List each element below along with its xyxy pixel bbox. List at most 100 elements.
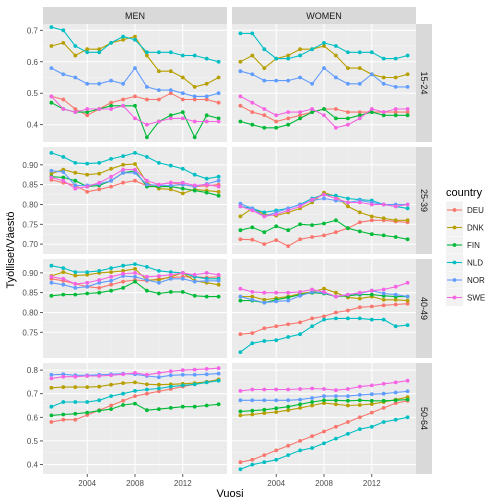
point-deu	[262, 453, 267, 457]
point-swe	[250, 387, 255, 392]
x-tick-label: 2012	[363, 479, 381, 488]
point-nld	[262, 460, 267, 465]
point-fin	[274, 224, 279, 229]
point-nld	[121, 263, 125, 268]
point-swe	[262, 107, 267, 111]
point-deu	[109, 403, 113, 408]
point-dnk	[393, 75, 398, 80]
y-tick-label: 0.80	[22, 200, 38, 209]
point-nor	[109, 278, 113, 283]
point-deu	[274, 119, 279, 124]
point-nor	[49, 372, 54, 377]
x-tick-label: 2012	[174, 479, 192, 488]
point-swe	[73, 186, 78, 191]
point-fin	[73, 178, 78, 183]
point-fin	[310, 223, 314, 228]
point-nor	[250, 398, 255, 403]
point-nld	[73, 161, 78, 165]
point-nor	[334, 394, 338, 398]
point-fin	[109, 103, 113, 108]
point-nld	[97, 398, 102, 403]
point-deu	[334, 310, 338, 315]
legend-label-fin: FIN	[467, 241, 480, 250]
point-fin	[192, 135, 197, 140]
point-swe	[97, 278, 102, 282]
y-tick-label: 0.85	[22, 181, 38, 190]
point-nor	[109, 78, 113, 83]
point-deu	[145, 391, 149, 396]
point-fin	[262, 125, 267, 130]
point-nor	[192, 94, 197, 99]
point-nor	[262, 398, 267, 403]
point-nld	[393, 417, 398, 422]
point-nor	[310, 81, 314, 86]
point-dnk	[381, 75, 386, 80]
y-tick-label: 0.70	[22, 240, 38, 249]
point-dnk	[73, 53, 78, 58]
point-nld	[145, 50, 149, 55]
point-deu	[274, 448, 279, 453]
y-tick-label: 0.6	[27, 413, 39, 422]
point-nld	[238, 350, 243, 354]
point-fin	[393, 235, 398, 239]
y-tick-label: 0.80	[22, 308, 38, 317]
point-swe	[109, 174, 113, 179]
point-nld	[310, 446, 314, 450]
point-swe	[357, 290, 362, 295]
point-nor	[405, 294, 410, 299]
point-fin	[73, 292, 78, 297]
point-swe	[381, 381, 386, 386]
point-nor	[238, 69, 243, 74]
x-tick-label: 2008	[315, 479, 333, 488]
point-fin	[393, 113, 398, 118]
y-tick-label: 0.5	[27, 89, 39, 98]
point-nor	[192, 279, 197, 284]
point-deu	[109, 100, 113, 105]
point-nor	[286, 298, 291, 303]
facet-label-15-24: 15-24	[419, 71, 429, 94]
point-dnk	[180, 191, 185, 196]
point-nld	[322, 317, 326, 322]
point-swe	[157, 274, 161, 278]
point-nld	[381, 420, 386, 424]
point-fin	[310, 110, 314, 114]
legend-label-nor: NOR	[467, 276, 485, 285]
point-dnk	[405, 298, 410, 303]
legend-label-dnk: DNK	[467, 224, 485, 233]
point-dnk	[286, 53, 291, 58]
point-nor	[192, 372, 197, 377]
point-fin	[180, 110, 185, 114]
point-dnk	[73, 170, 78, 175]
point-nld	[157, 161, 161, 165]
legend-key-point	[452, 278, 457, 282]
point-nld	[216, 174, 221, 179]
point-fin	[145, 408, 149, 413]
point-fin	[192, 188, 197, 193]
point-nor	[145, 85, 149, 89]
point-nor	[133, 66, 137, 70]
point-deu	[85, 113, 90, 118]
point-nor	[97, 81, 102, 86]
point-swe	[168, 116, 173, 121]
point-nld	[49, 263, 54, 268]
point-fin	[49, 293, 54, 298]
point-fin	[274, 125, 279, 130]
point-fin	[286, 295, 291, 300]
point-nor	[168, 88, 173, 92]
point-fin	[192, 293, 197, 298]
point-nld	[157, 269, 161, 273]
point-nld	[109, 266, 113, 270]
point-swe	[346, 292, 350, 297]
point-deu	[216, 100, 221, 105]
point-nor	[381, 291, 386, 296]
point-dnk	[157, 69, 161, 74]
point-swe	[262, 387, 267, 392]
point-nld	[109, 41, 113, 45]
point-nld	[180, 53, 185, 58]
point-nld	[49, 404, 54, 409]
point-fin	[334, 218, 338, 223]
point-nor	[133, 274, 137, 279]
point-nld	[216, 378, 221, 383]
point-fin	[298, 402, 302, 407]
point-nld	[393, 56, 398, 61]
